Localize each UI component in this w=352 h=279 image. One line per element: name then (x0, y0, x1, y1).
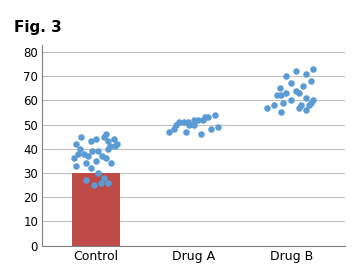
Point (176, 120, 182, 124)
Point (303, 96, 309, 100)
Point (196, 117, 201, 122)
Point (303, 71, 309, 76)
Point (103, 132, 108, 136)
Point (271, 103, 276, 107)
Point (288, 98, 294, 103)
Point (212, 113, 218, 117)
Point (185, 120, 190, 124)
Point (95, 171, 101, 175)
Point (83, 161, 89, 165)
Point (91, 183, 97, 187)
Point (99, 154, 105, 158)
Point (111, 137, 117, 141)
Point (298, 103, 304, 107)
Point (74, 142, 79, 146)
Point (105, 146, 111, 151)
Point (293, 88, 299, 93)
Point (93, 137, 99, 141)
Point (308, 79, 314, 83)
Point (105, 180, 111, 185)
Point (277, 86, 282, 90)
Point (215, 125, 221, 129)
Point (288, 81, 294, 86)
Point (186, 122, 191, 127)
Point (76, 151, 81, 156)
Point (81, 151, 87, 156)
Point (98, 180, 103, 185)
Point (208, 127, 214, 132)
Point (281, 100, 286, 105)
Point (113, 144, 118, 148)
Point (101, 175, 107, 180)
Point (101, 134, 107, 139)
Point (191, 117, 196, 122)
Point (303, 108, 309, 112)
Point (93, 158, 99, 163)
Point (296, 105, 302, 110)
Point (284, 91, 289, 95)
Point (264, 105, 270, 110)
Point (183, 129, 189, 134)
Point (115, 142, 120, 146)
Point (166, 129, 172, 134)
Point (191, 122, 196, 127)
Text: Fig. 3: Fig. 3 (14, 20, 62, 35)
Point (77, 146, 83, 151)
Point (308, 100, 314, 105)
Point (181, 120, 187, 124)
Point (306, 103, 312, 107)
Point (72, 156, 77, 161)
Point (201, 117, 206, 122)
Point (279, 110, 284, 115)
Point (88, 166, 94, 170)
Point (279, 93, 284, 98)
Point (74, 163, 79, 168)
Point (88, 139, 94, 144)
Point (293, 69, 299, 73)
Point (296, 91, 302, 95)
Point (300, 83, 306, 88)
Point (274, 93, 279, 98)
Point (89, 149, 95, 153)
Point (206, 115, 211, 119)
Point (107, 144, 112, 148)
Point (284, 74, 289, 78)
Point (171, 127, 177, 132)
Point (310, 67, 315, 71)
Point (173, 122, 179, 127)
Point (85, 154, 91, 158)
Point (95, 149, 101, 153)
Bar (71, 173, 120, 246)
Point (103, 156, 108, 161)
Point (83, 178, 89, 182)
Point (310, 98, 315, 103)
Point (199, 132, 204, 136)
Point (105, 139, 111, 144)
Point (108, 161, 113, 165)
Point (78, 134, 84, 139)
Point (202, 115, 208, 119)
